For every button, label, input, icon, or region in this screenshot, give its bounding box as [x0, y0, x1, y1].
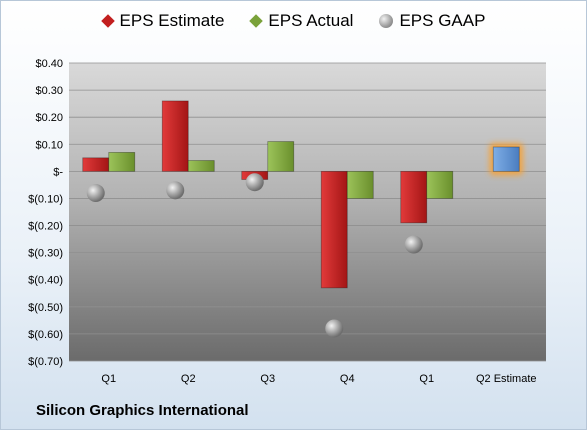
eps-actual-bar — [346, 170, 374, 199]
y-tick-label: $(0.20) — [28, 221, 63, 233]
eps-gaap-marker — [166, 181, 185, 200]
eps-gaap-marker — [86, 184, 105, 203]
eps-gaap-marker — [325, 319, 344, 338]
eps-estimate-bar — [82, 157, 110, 172]
y-tick-label: $- — [53, 166, 63, 178]
y-tick-label: $(0.30) — [28, 248, 63, 260]
x-tick-label: Q2 Estimate — [476, 373, 537, 385]
x-tick-label: Q4 — [340, 373, 355, 385]
y-tick-label: $0.40 — [35, 58, 63, 70]
y-tick-label: $(0.50) — [28, 302, 63, 314]
legend-label: EPS GAAP — [399, 11, 486, 30]
x-tick-label: Q2 — [181, 373, 196, 385]
legend-item: EPS GAAP — [379, 11, 485, 31]
legend-label: EPS Actual — [268, 11, 354, 30]
y-tick-label: $(0.60) — [28, 329, 63, 341]
eps-gaap-marker — [404, 235, 423, 254]
legend-label: EPS Estimate — [119, 11, 225, 30]
eps-estimate-bar — [320, 170, 348, 289]
y-tick-label: $0.10 — [35, 139, 63, 151]
x-tick-label: Q1 — [101, 373, 116, 385]
y-tick-label: $(0.40) — [28, 275, 63, 287]
eps-actual-bar — [187, 160, 215, 172]
gray-circle-icon — [379, 14, 394, 28]
legend: EPS Estimate EPS Actual EPS GAAP — [1, 11, 586, 31]
x-tick-label: Q1 — [419, 373, 434, 385]
legend-item: EPS Actual — [249, 11, 354, 31]
legend-item: EPS Estimate — [100, 11, 225, 31]
plot-area — [69, 63, 546, 361]
eps-actual-bar — [267, 141, 295, 172]
y-tick-label: $0.30 — [35, 85, 63, 97]
eps-actual-bar — [108, 151, 136, 172]
eps-estimate-bar — [161, 100, 189, 172]
eps-actual-bar — [426, 170, 454, 199]
future-estimate-bar — [492, 146, 520, 172]
y-tick-label: $(0.10) — [28, 193, 63, 205]
company-name: Silicon Graphics International — [36, 402, 249, 419]
eps-gaap-marker — [245, 173, 264, 192]
x-tick-label: Q3 — [260, 373, 275, 385]
eps-estimate-bar — [400, 170, 428, 224]
y-tick-label: $(0.70) — [28, 356, 63, 368]
y-tick-label: $0.20 — [35, 112, 63, 124]
